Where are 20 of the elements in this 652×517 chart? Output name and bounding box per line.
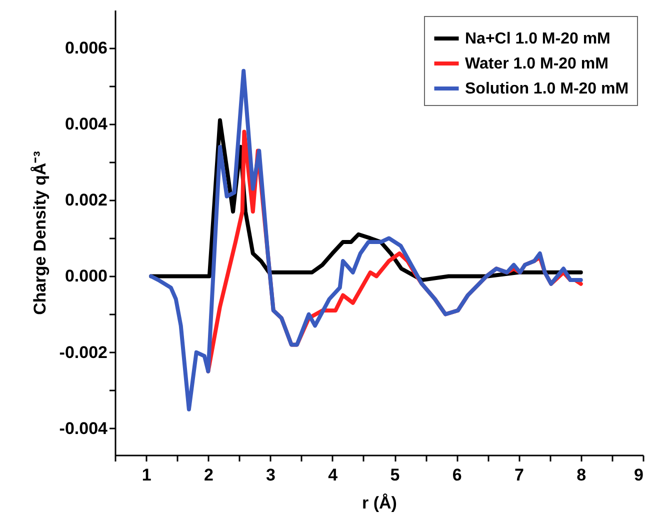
legend-label: Solution 1.0 M-20 mM bbox=[465, 80, 629, 98]
y-tick-label: 0.002 bbox=[64, 190, 108, 210]
x-tick-label: 3 bbox=[266, 466, 276, 484]
y-tick-label: -0.004 bbox=[59, 418, 108, 438]
y-tick-label: -0.002 bbox=[59, 342, 108, 362]
x-tick-label: 7 bbox=[514, 466, 524, 484]
legend-label: Water 1.0 M-20 mM bbox=[465, 56, 608, 72]
x-tick-label: 2 bbox=[204, 466, 214, 484]
x-tick-label: 9 bbox=[634, 466, 644, 484]
y-tick-label: 0.004 bbox=[64, 114, 108, 134]
y-tick-label: 0.000 bbox=[64, 266, 108, 286]
x-tick-label: 8 bbox=[576, 466, 586, 484]
x-tick-label: 1 bbox=[142, 466, 152, 484]
y-tick-label: 0.006 bbox=[64, 38, 108, 58]
y-axis-title: Charge Density qÅ⁻³ bbox=[30, 150, 50, 315]
x-tick-label: 4 bbox=[328, 466, 338, 484]
x-tick-label: 6 bbox=[452, 466, 462, 484]
legend-label: Na+Cl 1.0 M-20 mM bbox=[465, 30, 610, 48]
x-tick-label: 5 bbox=[390, 466, 400, 484]
x-axis-title: r (Å) bbox=[362, 494, 397, 512]
